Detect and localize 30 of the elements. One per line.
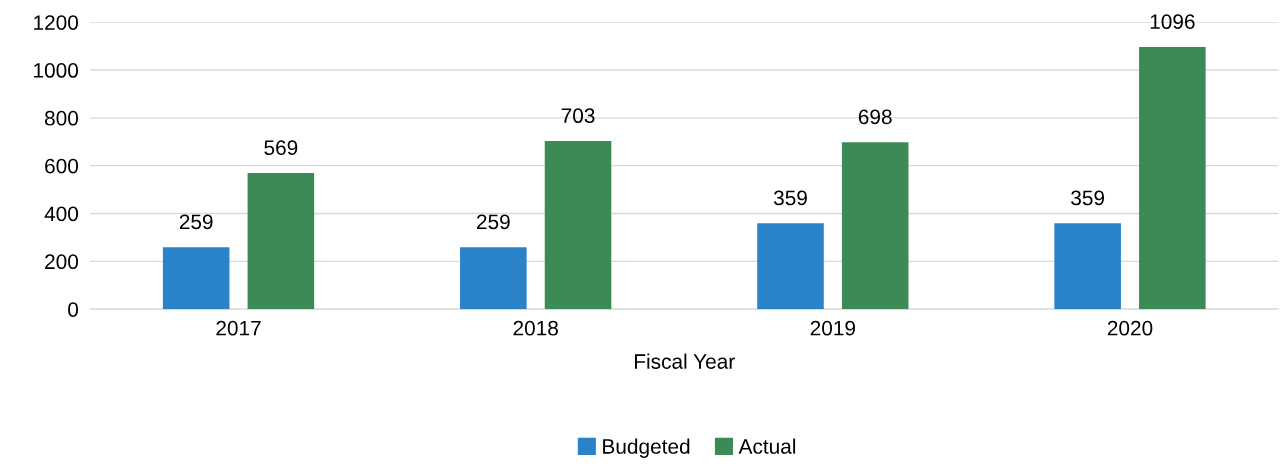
x-tick-label: 2018	[513, 320, 558, 336]
x-axis-title: Fiscal Year	[635, 353, 735, 369]
bar	[841, 142, 909, 310]
bar	[757, 223, 824, 310]
data-label: 703	[561, 108, 595, 124]
legend-label: Actual	[738, 438, 796, 454]
bar	[1139, 47, 1206, 310]
y-tick-label: 400	[44, 206, 79, 222]
y-tick-label: 800	[44, 110, 79, 126]
legend-label: Budgeted	[603, 438, 690, 458]
x-tick-label: 2017	[216, 320, 261, 336]
bar	[247, 173, 315, 310]
data-label: 259	[477, 214, 510, 230]
data-label: 698	[858, 109, 892, 125]
bar	[1054, 223, 1121, 310]
bar	[544, 141, 612, 310]
bar	[460, 247, 527, 310]
data-label: 569	[264, 140, 298, 156]
data-label: 359	[1071, 190, 1105, 206]
data-label: 359	[773, 190, 807, 206]
y-tick-label: 1000	[34, 63, 79, 78]
x-tick-label: 2019	[810, 320, 856, 336]
data-label: 259	[179, 214, 213, 230]
y-tick-label: 600	[45, 158, 79, 174]
y-tick-label: 200	[45, 254, 79, 270]
bar	[162, 247, 230, 310]
y-tick-label: 1200	[34, 15, 79, 30]
y-tick-label: 0	[68, 302, 79, 317]
data-label: 1096	[1150, 14, 1195, 30]
x-tick-label: 2020	[1107, 320, 1153, 336]
